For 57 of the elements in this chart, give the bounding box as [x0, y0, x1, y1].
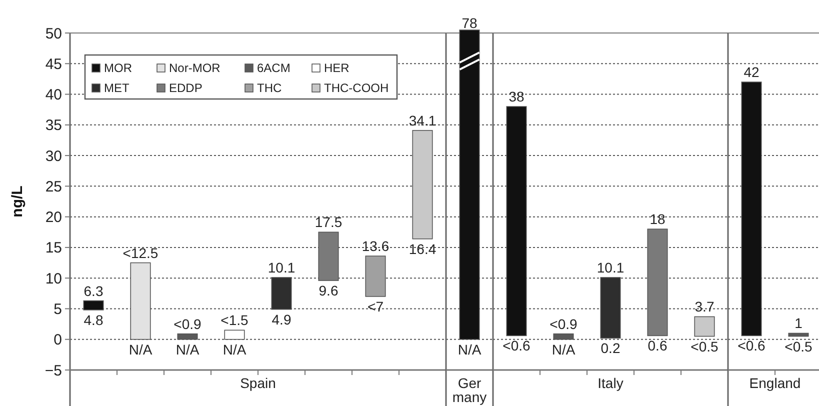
- y-tick-label: 35: [45, 117, 62, 134]
- annotation: <0.5: [690, 338, 719, 354]
- legend-label: Nor-MOR: [169, 61, 221, 76]
- annotation: 10.1: [596, 259, 624, 276]
- annotation: <0.6: [502, 338, 531, 354]
- annotation: N/A: [222, 341, 247, 358]
- annotation: N/A: [176, 341, 200, 358]
- annotation: <1.5: [220, 312, 249, 328]
- y-tick-label: 40: [45, 86, 62, 104]
- y-tick-label: −5: [44, 362, 62, 380]
- annotation: 3.7: [694, 298, 714, 315]
- annotation: 6.3: [84, 282, 104, 299]
- legend-label: 6ACM: [257, 61, 290, 76]
- annotation: <12.5: [122, 244, 158, 261]
- annotation: <0.9: [174, 316, 202, 332]
- y-tick-label: 15: [45, 240, 62, 257]
- y-axis-title: ng/L: [9, 186, 26, 218]
- y-tick-label: 50: [45, 25, 62, 42]
- annotation: 4.9: [272, 311, 292, 328]
- annotation: 13.6: [362, 238, 390, 254]
- annotation: 17.5: [314, 214, 342, 230]
- y-tick-label: 30: [45, 148, 62, 165]
- y-tick-label: 25: [45, 178, 62, 196]
- annotation: <7: [368, 298, 384, 314]
- annotation: 16.4: [408, 240, 436, 257]
- annotation: <0.9: [550, 316, 578, 332]
- legend-label: EDDP: [169, 81, 202, 96]
- y-tick-label: 5: [54, 300, 62, 318]
- legend-label: THC-COOH: [324, 81, 389, 96]
- y-tick-label: 45: [45, 56, 62, 73]
- x-axis-title: Germany: [452, 375, 487, 405]
- annotation: 18: [650, 211, 666, 228]
- text: 78: [462, 15, 478, 31]
- legend-label: MET: [104, 81, 130, 96]
- annotation: 4.8: [84, 312, 104, 328]
- x-axis-title: England: [749, 375, 801, 391]
- annotation: N/A: [128, 341, 153, 358]
- legend-label: THC: [257, 81, 282, 96]
- annotation: 9.6: [318, 282, 338, 299]
- annotation: <0.5: [784, 338, 813, 354]
- annotation: 38: [508, 88, 524, 105]
- x-axis-title: Italy: [598, 375, 624, 391]
- annotation: N/A: [458, 341, 482, 358]
- annotation: 0.2: [600, 340, 620, 356]
- legend-label: MOR: [104, 61, 132, 76]
- y-tick-label: 0: [54, 332, 62, 349]
- legend-label: HER: [324, 61, 350, 76]
- annotation: 42: [744, 64, 760, 80]
- annotation: 10.1: [268, 259, 296, 276]
- annotation: 0.6: [648, 338, 668, 354]
- y-tick-label: 20: [45, 209, 62, 226]
- y-tick-label: 10: [45, 270, 62, 288]
- x-axis-title: Spain: [240, 375, 276, 391]
- annotation: 34.1: [408, 112, 436, 128]
- annotation: N/A: [552, 341, 576, 358]
- annotation: <0.6: [738, 338, 766, 354]
- annotation: 1: [794, 315, 803, 332]
